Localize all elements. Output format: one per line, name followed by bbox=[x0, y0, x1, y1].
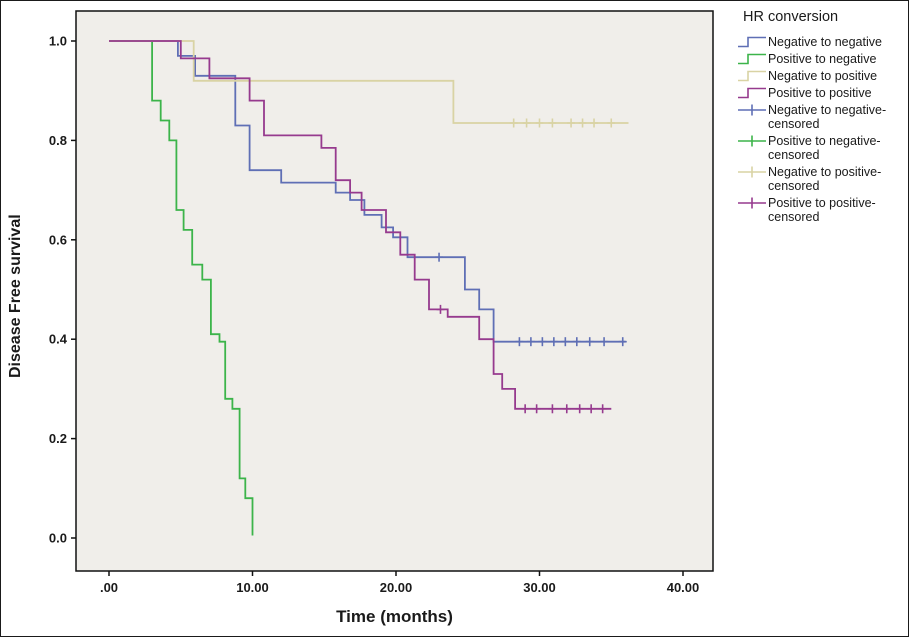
y-tick-label: 1.0 bbox=[49, 34, 67, 49]
x-tick-label: 30.00 bbox=[523, 580, 556, 595]
censored-marker-icon bbox=[738, 135, 766, 147]
legend-title: HR conversion bbox=[743, 9, 839, 25]
censored-marker-icon bbox=[738, 166, 766, 178]
y-tick-label: 0.2 bbox=[49, 431, 67, 446]
legend-item: Negative to negative bbox=[737, 33, 908, 49]
legend-item: Positive to positive bbox=[737, 84, 908, 100]
curve-positive-to-negative bbox=[109, 40, 254, 536]
y-tick-label: 0.0 bbox=[49, 531, 67, 546]
legend-item-label: Positive to negative bbox=[768, 52, 877, 66]
legend-item: Positive to negative bbox=[737, 50, 908, 66]
y-tick-label: 0.6 bbox=[49, 232, 67, 247]
legend-item-label: Positive to positive bbox=[768, 86, 872, 100]
legend-item: Negative to negative-censored bbox=[737, 101, 908, 131]
step-line-icon bbox=[738, 70, 766, 82]
step-line-icon bbox=[738, 36, 766, 48]
legend-item-label: Positive to positive-censored bbox=[768, 196, 876, 224]
x-axis-title: Time (months) bbox=[336, 607, 453, 626]
step-line bbox=[109, 40, 626, 343]
x-tick-label: 10.00 bbox=[236, 580, 269, 595]
legend-item: Negative to positive bbox=[737, 67, 908, 83]
legend-item: Positive to negative-censored bbox=[737, 132, 908, 162]
y-tick-label: 0.4 bbox=[49, 332, 68, 347]
curve-negative-to-negative bbox=[109, 40, 627, 347]
y-tick-label: 0.8 bbox=[49, 133, 67, 148]
step-line-icon bbox=[738, 53, 766, 65]
censored-marker-icon bbox=[738, 104, 766, 116]
step-line bbox=[109, 40, 612, 410]
legend-item-label: Negative to positive-censored bbox=[768, 165, 882, 193]
legend-item-label: Negative to negative-censored bbox=[768, 103, 887, 131]
legend-item: Positive to positive-censored bbox=[737, 194, 908, 224]
x-tick-label: 20.00 bbox=[380, 580, 413, 595]
step-line-icon bbox=[738, 87, 766, 99]
curve-positive-to-positive bbox=[109, 40, 612, 414]
step-line bbox=[109, 40, 254, 536]
x-tick-label: .00 bbox=[100, 580, 118, 595]
plot-area bbox=[75, 10, 714, 572]
legend-item: Negative to positive-censored bbox=[737, 163, 908, 193]
censored-marker-icon bbox=[738, 197, 766, 209]
legend-item-label: Negative to positive bbox=[768, 69, 878, 83]
legend-item-label: Positive to negative-censored bbox=[768, 134, 881, 162]
legend: HR conversion Negative to negative Positi… bbox=[737, 7, 908, 225]
x-tick-label: 40.00 bbox=[667, 580, 700, 595]
legend-item-label: Negative to negative bbox=[768, 35, 882, 49]
legend-items: Negative to negative Positive to negative… bbox=[737, 33, 908, 224]
